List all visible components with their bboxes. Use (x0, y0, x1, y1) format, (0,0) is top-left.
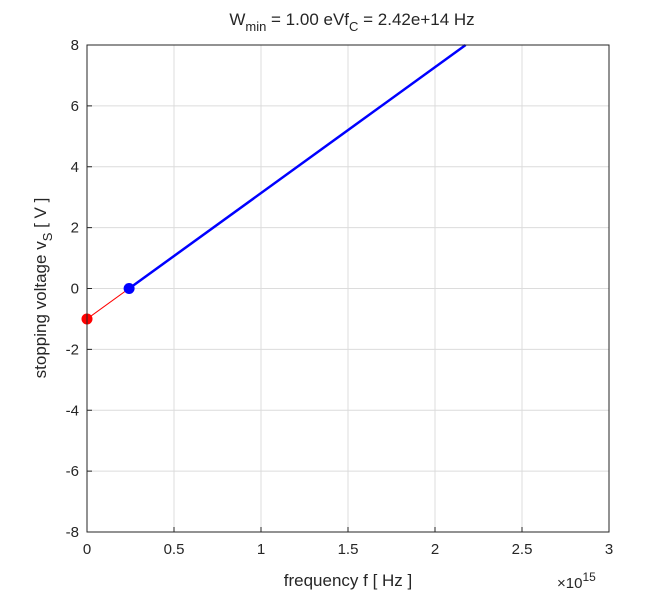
y-tick-label: 6 (71, 98, 79, 115)
y-label-rest: [ V ] (31, 198, 50, 233)
y-label-main: stopping voltage v (31, 241, 50, 379)
title-f-main: f (344, 10, 349, 29)
y-axis-label: stopping voltage vS [ V ] (31, 198, 55, 379)
series-line-red (86, 288, 130, 320)
x-exponent-base: ×10 (557, 575, 582, 592)
y-label-sub: S (40, 232, 55, 241)
title-w-rest: = 1.00 eV (266, 10, 345, 29)
title-f-rest: = 2.42e+14 Hz (358, 10, 474, 29)
y-tick-label: 4 (71, 159, 79, 176)
y-tick-label: -2 (66, 341, 79, 358)
x-exponent-power: 15 (582, 570, 596, 584)
x-axis-label: frequency f [ Hz ] (284, 571, 413, 590)
y-tick-label: 2 (71, 220, 79, 237)
x-exponent: ×1015 (557, 570, 596, 592)
x-tick-label: 0.5 (164, 541, 185, 558)
y-tick-label: -6 (66, 463, 79, 480)
x-tick-label: 1.5 (338, 541, 359, 558)
ticks: 0 0.5 1 1.5 2 2.5 3 -8 -6 -4 -2 0 2 4 6 8 (66, 37, 614, 558)
x-tick-label: 0 (83, 541, 91, 558)
x-tick-label: 2.5 (512, 541, 533, 558)
y-tick-label: -8 (66, 524, 79, 541)
blue-marker (123, 283, 135, 294)
x-tick-label: 2 (431, 541, 439, 558)
y-tick-label: 0 (71, 281, 79, 298)
chart-title: Wmin = 1.00 eVfC = 2.42e+14 Hz (229, 10, 474, 34)
series-line-blue (128, 43, 467, 290)
x-tick-label: 3 (605, 541, 613, 558)
title-w-sub: min (245, 19, 266, 34)
y-tick-label: -4 (66, 402, 79, 419)
x-tick-label: 1 (257, 541, 265, 558)
y-tick-label: 8 (71, 37, 79, 54)
title-f-sub: C (349, 19, 358, 34)
title-w-main: W (229, 10, 245, 29)
